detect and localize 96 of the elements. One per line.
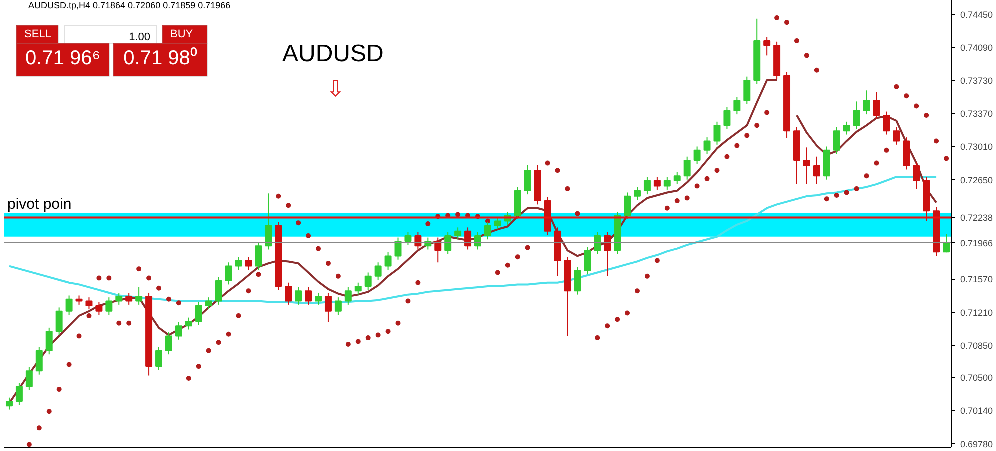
candlestick <box>285 282 292 306</box>
candlestick <box>764 36 771 56</box>
candlestick <box>883 111 890 136</box>
candlestick <box>843 121 850 136</box>
candlestick <box>126 292 133 306</box>
candlestick <box>694 146 701 165</box>
candlestick <box>654 176 661 190</box>
candlestick <box>205 297 212 310</box>
candlestick <box>833 126 840 155</box>
candlestick <box>803 147 810 185</box>
candlestick <box>644 176 651 196</box>
candlestick <box>156 346 162 371</box>
candlestick <box>494 217 502 230</box>
chart-subtitle: AUDUSD.tp,H4 0.71864 0.72060 0.71859 0.71966 <box>28 0 231 10</box>
candlestick <box>414 232 422 250</box>
annotation: 0.71 98⁰ <box>124 46 198 70</box>
candlestick <box>6 397 13 410</box>
ref-line-label: 0.72238 <box>960 213 994 224</box>
candlestick <box>384 252 392 270</box>
candlestick <box>36 346 43 376</box>
candlestick <box>714 121 721 146</box>
candlestick <box>116 292 123 306</box>
candlestick <box>76 295 83 306</box>
y-tick-label: 0.72650 <box>960 175 994 186</box>
candlestick <box>106 297 113 316</box>
candlestick <box>853 101 860 130</box>
candlestick <box>295 286 302 306</box>
annotation: ⇩ <box>326 76 344 102</box>
y-tick-label: 0.70850 <box>960 340 994 351</box>
candlestick <box>674 172 681 185</box>
candlestick <box>913 162 920 190</box>
candlestick <box>324 292 332 323</box>
candlestick <box>245 256 252 270</box>
candlestick <box>744 76 751 105</box>
candlestick <box>364 272 372 291</box>
text: AUDUSD <box>282 40 384 68</box>
candlestick <box>454 227 462 240</box>
candlestick <box>724 106 731 130</box>
candlestick <box>86 297 93 310</box>
y-tick-label: 0.73730 <box>960 76 994 86</box>
y-tick-label: 0.74090 <box>960 42 994 53</box>
candlestick <box>56 307 63 336</box>
candlestick <box>474 232 482 250</box>
candlestick <box>305 286 312 306</box>
candlestick <box>574 266 582 296</box>
y-tick-label: 0.70140 <box>960 406 994 416</box>
candlestick <box>664 176 671 190</box>
candlestick <box>594 232 602 255</box>
annotation: SELL <box>24 28 52 40</box>
candlestick <box>255 242 262 270</box>
candlestick <box>16 382 23 406</box>
y-tick-label: 0.74450 <box>960 10 994 20</box>
candlestick <box>404 232 412 246</box>
annotation: 0.71 96⁶ <box>26 48 100 70</box>
candlestick <box>684 156 691 180</box>
candlestick <box>344 286 352 306</box>
y-tick-label: 0.71570 <box>960 274 994 285</box>
annotation: 1.00 <box>129 32 151 44</box>
y-tick-label: 0.70500 <box>960 373 994 384</box>
ref-line-label: 0.71966 <box>960 238 994 248</box>
candlestick <box>46 327 53 356</box>
y-tick-label: 0.71210 <box>960 308 994 318</box>
candlestick <box>893 126 900 146</box>
y-tick-label: 0.69780 <box>960 439 994 450</box>
candlestick <box>334 297 342 316</box>
candlestick <box>813 156 820 185</box>
candlestick <box>315 292 322 306</box>
candlestick <box>634 186 641 201</box>
candlestick <box>96 302 103 316</box>
candlestick <box>165 332 172 356</box>
candlestick <box>524 164 532 196</box>
candlestick <box>215 276 222 306</box>
candlestick <box>863 90 870 116</box>
candlestick <box>584 246 592 276</box>
annotation: BUY <box>170 28 194 40</box>
candlestick <box>265 193 272 250</box>
y-tick-label: 0.73010 <box>960 142 994 152</box>
candlestick <box>175 322 182 340</box>
candlestick <box>374 262 382 281</box>
candlestick <box>235 256 242 270</box>
candlestick <box>444 232 452 255</box>
candlestick <box>225 262 232 286</box>
candlestick <box>704 137 711 155</box>
band-label: pivot poin <box>7 196 72 213</box>
candlestick <box>624 192 632 220</box>
candlestick <box>185 317 192 330</box>
candlestick <box>354 282 362 296</box>
y-tick-label: 0.73370 <box>960 109 994 120</box>
candlestick <box>734 96 741 116</box>
candlestick <box>136 286 143 306</box>
candlestick <box>26 366 33 391</box>
candlestick <box>195 302 202 326</box>
candlestick <box>66 295 73 316</box>
candlestick <box>873 92 880 120</box>
candlestick <box>604 232 612 277</box>
candlestick <box>464 227 472 250</box>
